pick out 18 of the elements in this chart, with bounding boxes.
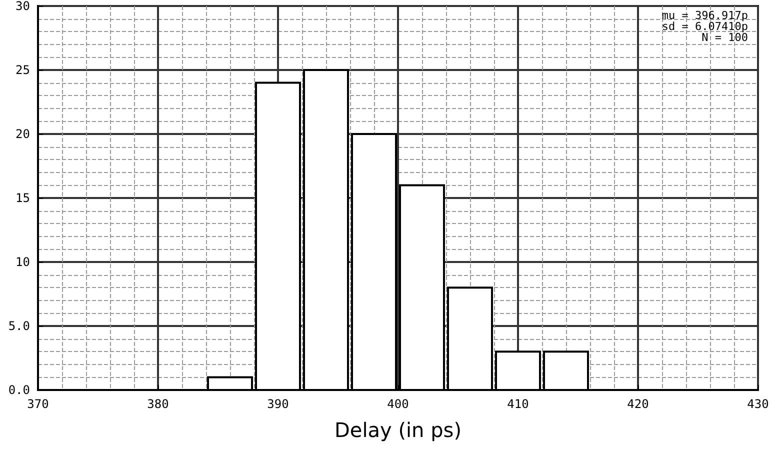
x-tick-label: 380: [147, 397, 169, 411]
y-tick-label: 25: [16, 63, 30, 77]
x-tick-label: 370: [27, 397, 49, 411]
annotation: N = 100: [702, 31, 748, 44]
y-tick-label: 5.0: [8, 319, 30, 333]
y-tick-label: 20: [16, 127, 30, 141]
y-tick-label: 10: [16, 255, 30, 269]
annotation: sd = 6.07410p: [662, 20, 748, 33]
x-tick-label: 430: [747, 397, 769, 411]
y-tick-label: 15: [16, 191, 30, 205]
x-tick-label: 410: [507, 397, 529, 411]
x-tick-label: 420: [627, 397, 649, 411]
x-axis-title: Delay (in ps): [334, 418, 462, 442]
y-tick-label: 0.0: [8, 383, 30, 397]
y-tick-label: 30: [16, 0, 30, 13]
annotation: mu = 396.917p: [662, 9, 748, 22]
x-tick-label: 390: [267, 397, 289, 411]
x-tick-label: 400: [387, 397, 409, 411]
